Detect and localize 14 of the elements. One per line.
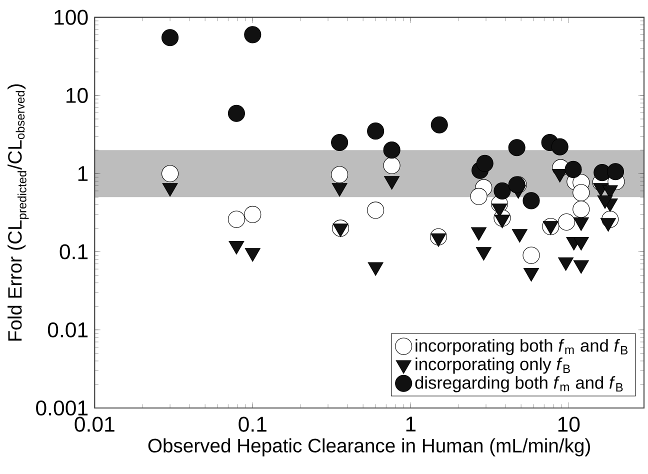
y-tick-label: 10 — [66, 88, 88, 104]
y-axis-title: $\mbox{Fold Error (CL}_{\mbox{\small predicted}}\mbox{/CL}_{\mbox{\small observed}}\mbox{)}$ — [8, 84, 29, 341]
y-tick-label: 0.01 — [48, 322, 88, 338]
y-tick-label: 0.001 — [36, 400, 88, 416]
x-tick-label: 1 — [406, 416, 416, 432]
x-tick-label: 0.1 — [238, 416, 266, 432]
legend-label: incorporating only f$_{B}$ — [416, 358, 570, 374]
y-tick-label: 0.1 — [60, 244, 88, 260]
x-tick-label: 10 — [558, 416, 580, 432]
legend-label: disregarding both f$_{m}$ and f$_{B}$ — [415, 376, 623, 392]
y-tick-label: 100 — [54, 10, 88, 25]
legend-label: incorporating both f$_{m}$ and f$_{B}$ — [416, 338, 628, 356]
y-tick-label: 1 — [78, 166, 88, 181]
x-axis-title: Observed Hepatic Clearance in Human (mL/min/kg) — [148, 438, 590, 456]
